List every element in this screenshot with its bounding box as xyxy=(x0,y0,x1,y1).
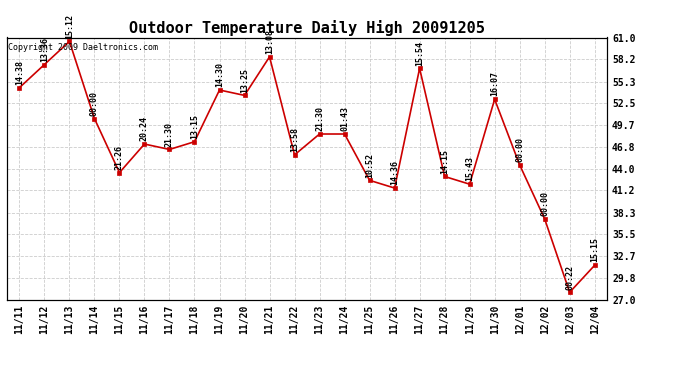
Text: 15:15: 15:15 xyxy=(590,237,599,262)
Text: 15:12: 15:12 xyxy=(65,13,74,39)
Text: 13:25: 13:25 xyxy=(240,68,249,93)
Text: 14:30: 14:30 xyxy=(215,62,224,87)
Text: 00:00: 00:00 xyxy=(515,137,524,162)
Text: 21:30: 21:30 xyxy=(165,122,174,147)
Text: 20:24: 20:24 xyxy=(140,116,149,141)
Text: 13:58: 13:58 xyxy=(290,127,299,152)
Text: 15:43: 15:43 xyxy=(465,156,474,182)
Text: 00:00: 00:00 xyxy=(540,191,549,216)
Text: 01:43: 01:43 xyxy=(340,106,349,131)
Text: 14:15: 14:15 xyxy=(440,149,449,174)
Text: 00:22: 00:22 xyxy=(565,264,574,290)
Text: 00:00: 00:00 xyxy=(90,91,99,116)
Text: 14:38: 14:38 xyxy=(15,60,24,85)
Text: 16:07: 16:07 xyxy=(490,72,499,96)
Text: 15:54: 15:54 xyxy=(415,40,424,66)
Text: Copyright 2009 Daeltronics.com: Copyright 2009 Daeltronics.com xyxy=(8,43,158,52)
Text: 13:08: 13:08 xyxy=(265,29,274,54)
Text: 21:30: 21:30 xyxy=(315,106,324,131)
Text: 13:15: 13:15 xyxy=(190,114,199,139)
Text: 14:36: 14:36 xyxy=(390,160,399,185)
Text: 13:36: 13:36 xyxy=(40,37,49,62)
Title: Outdoor Temperature Daily High 20091205: Outdoor Temperature Daily High 20091205 xyxy=(129,20,485,36)
Text: 21:26: 21:26 xyxy=(115,145,124,170)
Text: 10:52: 10:52 xyxy=(365,153,374,177)
